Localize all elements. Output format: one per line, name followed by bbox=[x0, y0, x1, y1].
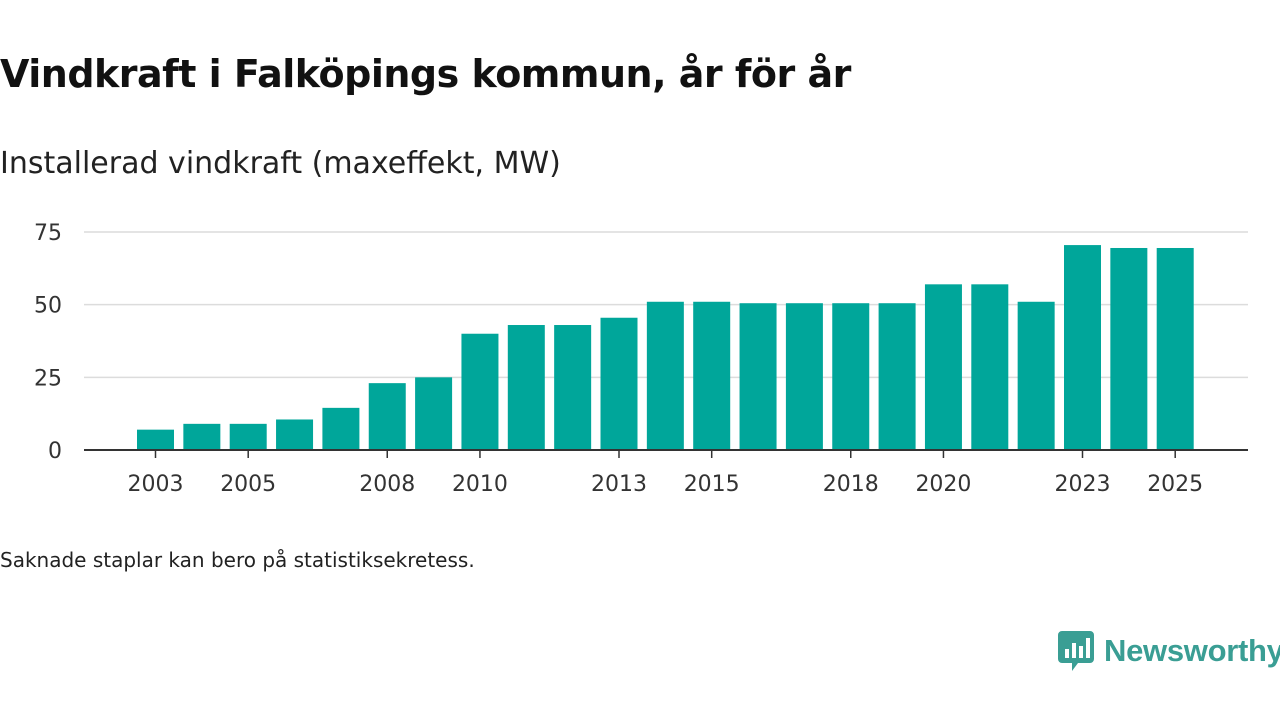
newsworthy-logo-icon bbox=[1058, 631, 1094, 671]
bars bbox=[137, 245, 1194, 450]
x-tick-label-2003: 2003 bbox=[128, 472, 184, 497]
x-tick-label-2023: 2023 bbox=[1055, 472, 1111, 497]
footnote: Saknade staplar kan bero på statistiksek… bbox=[0, 548, 475, 572]
x-tick-labels: 2003 2005 2008 2010 2013 2015 2018 2020 2023 2025 bbox=[128, 472, 1204, 497]
bar-2007 bbox=[322, 407, 360, 450]
brand-name: Newsworthy bbox=[1104, 633, 1280, 668]
y-tick-label-75: 75 bbox=[34, 221, 62, 246]
brand-logo: Newsworthy bbox=[1058, 628, 1280, 674]
chart-title: Vindkraft i Falköpings kommun, år för år bbox=[0, 52, 851, 96]
bar-2014 bbox=[646, 301, 684, 450]
x-axis bbox=[84, 449, 1248, 458]
bar-2005 bbox=[229, 423, 267, 450]
bar-2009 bbox=[415, 377, 453, 450]
bar-2021 bbox=[971, 284, 1009, 450]
bar-2006 bbox=[276, 419, 314, 450]
y-tick-labels: 0 25 50 75 bbox=[34, 221, 62, 464]
bar-2019 bbox=[878, 303, 916, 450]
y-tick-label-0: 0 bbox=[48, 439, 62, 464]
bar-2008 bbox=[368, 383, 406, 450]
x-tick-label-2013: 2013 bbox=[591, 472, 647, 497]
bar-2018 bbox=[832, 303, 870, 450]
bar-2011 bbox=[507, 325, 545, 450]
bar-2022 bbox=[1017, 301, 1055, 450]
bar-2010 bbox=[461, 333, 499, 450]
bar-2015 bbox=[693, 301, 731, 450]
bar-2024 bbox=[1110, 247, 1148, 450]
x-tick-label-2018: 2018 bbox=[823, 472, 879, 497]
x-tick-label-2010: 2010 bbox=[452, 472, 508, 497]
bar-2023 bbox=[1064, 245, 1101, 450]
bar-2016 bbox=[739, 303, 777, 450]
bar-2004 bbox=[183, 423, 221, 450]
bar-2020 bbox=[924, 284, 962, 450]
bar-2003 bbox=[137, 429, 174, 450]
y-tick-label-25: 25 bbox=[34, 366, 62, 391]
bar-2017 bbox=[785, 303, 823, 450]
chart-subtitle: Installerad vindkraft (maxeffekt, MW) bbox=[0, 146, 561, 181]
x-tick-label-2020: 2020 bbox=[915, 472, 971, 497]
y-tick-label-50: 50 bbox=[34, 294, 62, 319]
x-tick-label-2015: 2015 bbox=[684, 472, 740, 497]
bar-2025 bbox=[1156, 247, 1194, 450]
x-tick-label-2005: 2005 bbox=[220, 472, 276, 497]
bar-2013 bbox=[600, 317, 638, 450]
bar-2012 bbox=[554, 325, 592, 450]
x-tick-label-2025: 2025 bbox=[1147, 472, 1203, 497]
x-tick-label-2008: 2008 bbox=[359, 472, 415, 497]
